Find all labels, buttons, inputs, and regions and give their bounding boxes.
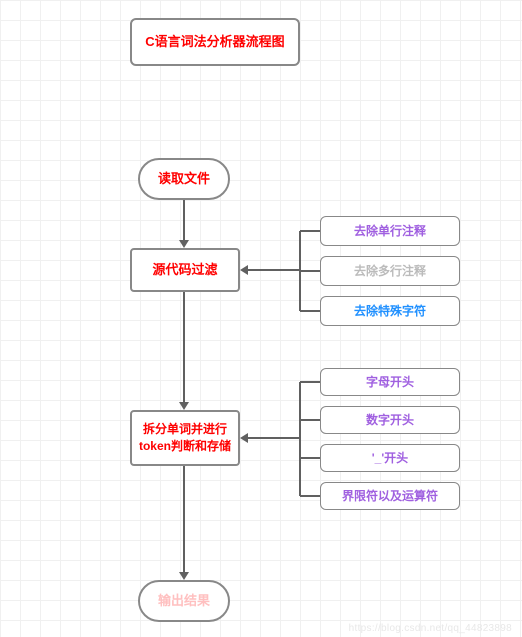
node-output-label: 输出结果 (158, 592, 210, 610)
node-f2-label: 去除多行注释 (354, 263, 426, 280)
node-filter: 源代码过滤 (130, 248, 240, 292)
node-filter-label: 源代码过滤 (152, 261, 217, 279)
node-f3-label: 去除特殊字符 (354, 303, 426, 320)
node-t1-label: 字母开头 (366, 374, 414, 391)
node-t4: 界限符以及运算符 (320, 482, 460, 510)
node-title: C语言词法分析器流程图 (130, 18, 300, 66)
node-read: 读取文件 (138, 158, 230, 200)
node-t3-label: '_'开头 (372, 450, 408, 467)
node-t2: 数字开头 (320, 406, 460, 434)
node-t2-label: 数字开头 (366, 412, 414, 429)
node-t1: 字母开头 (320, 368, 460, 396)
node-output: 输出结果 (138, 580, 230, 622)
node-f3: 去除特殊字符 (320, 296, 460, 326)
node-token-label: 拆分单词并进行token判断和存储 (136, 421, 234, 455)
node-token: 拆分单词并进行token判断和存储 (130, 410, 240, 466)
watermark: https://blog.csdn.net/qq_44823898 (349, 623, 512, 634)
node-title-label: C语言词法分析器流程图 (145, 33, 284, 51)
node-f2: 去除多行注释 (320, 256, 460, 286)
node-f1: 去除单行注释 (320, 216, 460, 246)
node-f1-label: 去除单行注释 (354, 223, 426, 240)
node-read-label: 读取文件 (158, 170, 210, 188)
node-t3: '_'开头 (320, 444, 460, 472)
node-t4-label: 界限符以及运算符 (342, 488, 438, 505)
